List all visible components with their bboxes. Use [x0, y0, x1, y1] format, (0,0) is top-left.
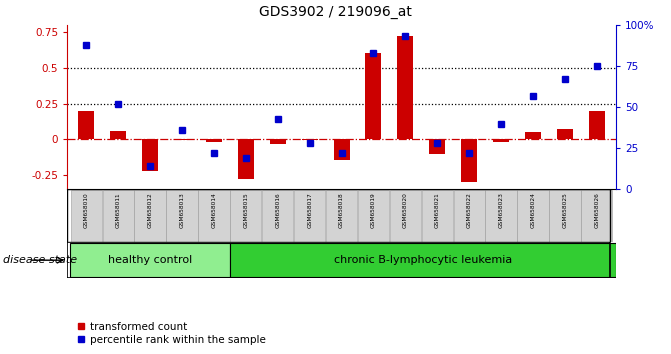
Bar: [390, 190, 421, 242]
Bar: [238, 139, 254, 179]
Bar: [142, 139, 158, 171]
Bar: [358, 190, 389, 242]
Text: GSM658020: GSM658020: [403, 192, 408, 228]
Bar: [589, 111, 605, 139]
Bar: [70, 243, 230, 277]
Text: GSM658011: GSM658011: [115, 192, 121, 228]
Bar: [454, 190, 485, 242]
Bar: [166, 190, 198, 242]
Bar: [230, 190, 262, 242]
Bar: [421, 190, 453, 242]
Text: healthy control: healthy control: [108, 255, 192, 265]
Text: GSM658023: GSM658023: [499, 192, 504, 228]
Bar: [366, 53, 381, 139]
Bar: [429, 139, 446, 154]
Text: GSM658018: GSM658018: [339, 192, 344, 228]
Bar: [206, 139, 222, 142]
Legend: transformed count, percentile rank within the sample: transformed count, percentile rank withi…: [72, 317, 270, 349]
Text: GSM658014: GSM658014: [211, 192, 216, 228]
Text: GSM658022: GSM658022: [467, 192, 472, 228]
Bar: [174, 139, 190, 140]
Bar: [581, 190, 613, 242]
Bar: [134, 190, 166, 242]
Text: GSM658021: GSM658021: [435, 192, 440, 228]
Bar: [270, 139, 286, 144]
Text: GSM658010: GSM658010: [84, 192, 89, 228]
Bar: [461, 139, 477, 182]
Bar: [557, 129, 573, 139]
Bar: [70, 190, 102, 242]
Bar: [397, 36, 413, 139]
Bar: [262, 190, 293, 242]
Text: GSM658016: GSM658016: [275, 192, 280, 228]
Bar: [485, 190, 517, 242]
Bar: [326, 190, 357, 242]
Text: GSM658019: GSM658019: [371, 192, 376, 228]
Text: GSM658024: GSM658024: [531, 192, 535, 228]
Text: GSM658025: GSM658025: [562, 192, 568, 228]
Text: GSM658017: GSM658017: [307, 192, 312, 228]
Bar: [198, 190, 229, 242]
Bar: [517, 190, 549, 242]
Text: chronic B-lymphocytic leukemia: chronic B-lymphocytic leukemia: [333, 255, 512, 265]
Bar: [103, 190, 134, 242]
Bar: [525, 132, 541, 139]
Bar: [230, 243, 616, 277]
Bar: [302, 139, 317, 141]
Bar: [493, 139, 509, 142]
Bar: [110, 131, 126, 139]
Text: GSM658013: GSM658013: [179, 192, 185, 228]
Text: disease state: disease state: [3, 255, 77, 265]
Text: GSM658012: GSM658012: [148, 192, 152, 228]
Bar: [294, 190, 325, 242]
Bar: [550, 190, 580, 242]
Bar: [333, 139, 350, 160]
Text: GDS3902 / 219096_at: GDS3902 / 219096_at: [259, 5, 412, 19]
Bar: [79, 111, 94, 139]
Text: GSM658026: GSM658026: [595, 192, 599, 228]
Text: GSM658015: GSM658015: [244, 192, 248, 228]
